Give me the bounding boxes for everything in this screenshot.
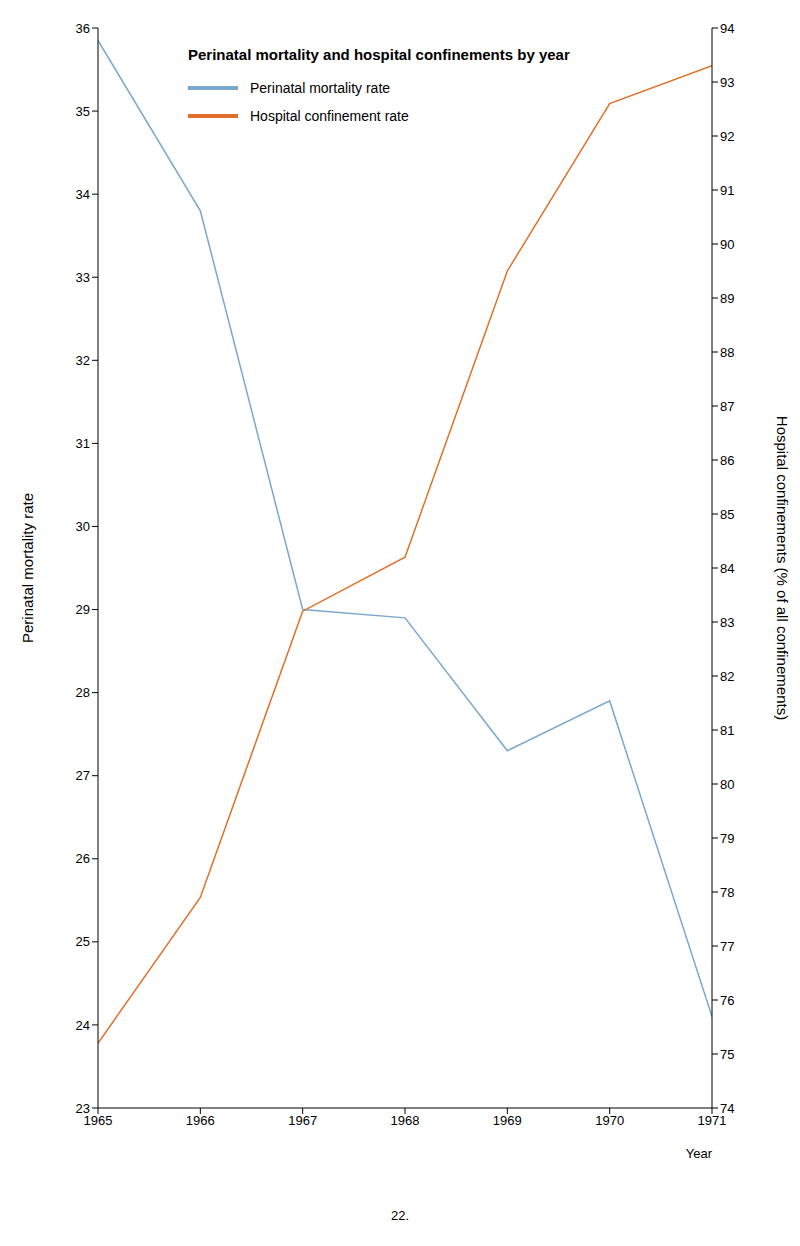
svg-text:Hospital confinements (% of al: Hospital confinements (% of all confinem… <box>774 416 791 720</box>
html-text:Perinatal mortality rate: Perinatal mortality rate <box>250 80 391 96</box>
svg-text:1968: 1968 <box>391 1113 420 1128</box>
svg-text:85: 85 <box>720 507 734 522</box>
svg-text:26: 26 <box>76 851 90 866</box>
svg-text:35: 35 <box>76 104 90 119</box>
svg-text:74: 74 <box>720 1101 734 1116</box>
svg-text:76: 76 <box>720 993 734 1008</box>
svg-text:91: 91 <box>720 183 734 198</box>
svg-text:77: 77 <box>720 939 734 954</box>
svg-text:1967: 1967 <box>288 1113 317 1128</box>
svg-text:94: 94 <box>720 21 734 36</box>
svg-text:88: 88 <box>720 345 734 360</box>
svg-text:32: 32 <box>76 353 90 368</box>
svg-text:29: 29 <box>76 602 90 617</box>
html-text:22.: 22. <box>391 1208 409 1223</box>
svg-text:90: 90 <box>720 237 734 252</box>
svg-text:75: 75 <box>720 1047 734 1062</box>
svg-text:87: 87 <box>720 399 734 414</box>
svg-text:82: 82 <box>720 669 734 684</box>
svg-text:28: 28 <box>76 685 90 700</box>
svg-text:33: 33 <box>76 270 90 285</box>
svg-text:36: 36 <box>76 21 90 36</box>
svg-text:25: 25 <box>76 934 90 949</box>
svg-text:1966: 1966 <box>186 1113 215 1128</box>
svg-text:31: 31 <box>76 436 90 451</box>
svg-text:27: 27 <box>76 768 90 783</box>
svg-text:1965: 1965 <box>83 1113 113 1129</box>
svg-text:79: 79 <box>720 831 734 846</box>
html-text:Hospital confinement rate: Hospital confinement rate <box>250 108 409 124</box>
svg-text:Perinatal mortality rate: Perinatal mortality rate <box>19 493 36 643</box>
svg-text:93: 93 <box>720 75 734 90</box>
svg-text:80: 80 <box>720 777 734 792</box>
svg-text:1970: 1970 <box>595 1113 624 1128</box>
svg-text:24: 24 <box>76 1018 90 1033</box>
svg-text:81: 81 <box>720 723 734 738</box>
svg-text:Year: Year <box>686 1146 713 1161</box>
svg-text:34: 34 <box>76 187 90 202</box>
svg-text:92: 92 <box>720 129 734 144</box>
html-text:Perinatal mortality and hospit: Perinatal mortality and hospital confine… <box>188 46 570 63</box>
svg-text:78: 78 <box>720 885 734 900</box>
svg-text:1969: 1969 <box>493 1113 522 1128</box>
svg-text:84: 84 <box>720 561 734 576</box>
svg-text:86: 86 <box>720 453 734 468</box>
svg-text:23: 23 <box>76 1101 90 1116</box>
svg-text:30: 30 <box>76 519 90 534</box>
svg-text:1971: 1971 <box>697 1113 727 1129</box>
svg-text:83: 83 <box>720 615 734 630</box>
svg-text:89: 89 <box>720 291 734 306</box>
